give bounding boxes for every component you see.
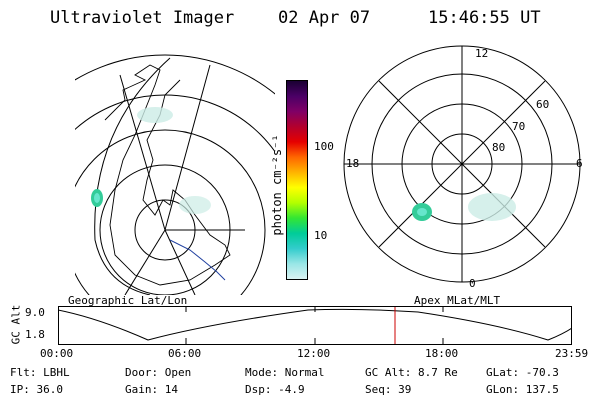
alt-plot-ymax: 9.0 bbox=[25, 306, 45, 319]
colorbar-tick-10: 10 bbox=[314, 229, 328, 242]
alt-plot-ymin: 1.8 bbox=[25, 328, 45, 341]
apex-map-label: Apex MLat/MLT bbox=[414, 294, 501, 307]
colorbar bbox=[286, 80, 308, 280]
time-tick-0600: 06:00 bbox=[168, 347, 202, 360]
mlt-label-6: 6 bbox=[576, 157, 583, 170]
time-label: 15:46:55 UT bbox=[428, 8, 541, 28]
mlat-label-60: 60 bbox=[536, 98, 550, 111]
lat-circle bbox=[75, 129, 266, 295]
orbit-track bbox=[169, 239, 226, 281]
glon-status: GLon: 137.5 bbox=[486, 383, 559, 396]
altitude-curve bbox=[58, 308, 572, 341]
ip-status: IP: 36.0 bbox=[10, 383, 63, 396]
gain-status: Gain: 14 bbox=[125, 383, 178, 396]
altitude-plot bbox=[58, 306, 572, 345]
mlat-label-70: 70 bbox=[512, 120, 526, 133]
lat-circle bbox=[75, 54, 275, 95]
mlt-label-0: 0 bbox=[469, 277, 476, 290]
door-status: Door: Open bbox=[125, 366, 192, 379]
coastline bbox=[104, 64, 231, 286]
mlt-label-18: 18 bbox=[346, 157, 360, 170]
polar-map bbox=[343, 45, 581, 283]
gc-alt-status: GC Alt: 8.7 Re bbox=[365, 366, 458, 379]
instrument-title: Ultraviolet Imager bbox=[50, 8, 235, 28]
time-tick-1800: 18:00 bbox=[425, 347, 459, 360]
mode-status: Mode: Normal bbox=[245, 366, 325, 379]
date-label: 02 Apr 07 bbox=[278, 8, 371, 28]
filter-status: Flt: LBHL bbox=[10, 366, 70, 379]
dsp-status: Dsp: -4.9 bbox=[245, 383, 305, 396]
mlt-label-12: 12 bbox=[475, 47, 489, 60]
alt-plot-ylabel: GC Alt bbox=[9, 304, 23, 345]
mlat-label-80: 80 bbox=[492, 141, 506, 154]
time-tick-0000: 00:00 bbox=[40, 347, 74, 360]
globe-limb bbox=[94, 57, 171, 295]
glat-status: GLat: -70.3 bbox=[486, 366, 559, 379]
geographic-map-label: Geographic Lat/Lon bbox=[68, 294, 188, 307]
seq-status: Seq: 39 bbox=[365, 383, 412, 396]
colorbar-tick-100: 100 bbox=[314, 140, 334, 153]
colorbar-unit-label: photon cm⁻²s⁻¹ bbox=[270, 134, 284, 236]
time-tick-1200: 12:00 bbox=[297, 347, 331, 360]
geographic-map bbox=[75, 54, 275, 295]
time-tick-2359: 23:59 bbox=[555, 347, 589, 360]
